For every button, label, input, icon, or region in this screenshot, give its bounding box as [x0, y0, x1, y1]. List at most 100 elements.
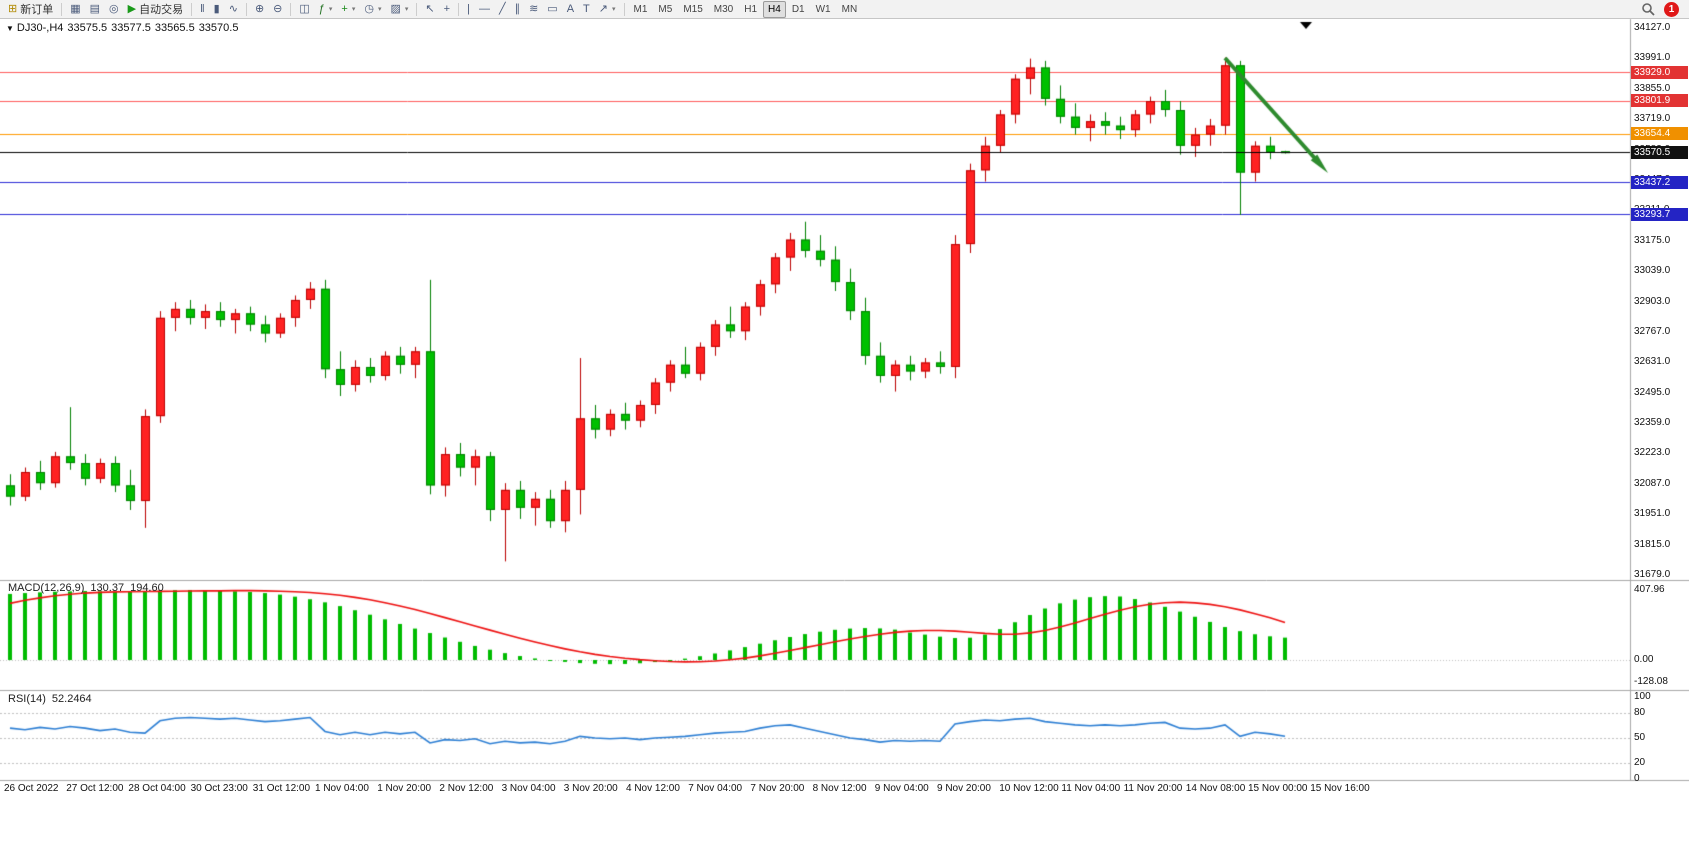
text-button[interactable]: A — [563, 1, 578, 18]
timeframe-m15-button[interactable]: M15 — [683, 3, 703, 15]
timeframe-h4-button[interactable]: H4 — [763, 0, 786, 18]
current-price-tag: 33570.5 — [1631, 145, 1688, 159]
periods-button[interactable]: ◷ ▾ — [360, 1, 385, 18]
search-icon[interactable] — [1641, 2, 1656, 17]
bar-chart-icon: ‖ — [200, 2, 205, 15]
fibonacci-button[interactable]: ≋ — [525, 1, 542, 18]
autotrading-button[interactable]: ▶ 自动交易 — [124, 1, 187, 18]
rsi-value: 52.2464 — [51, 693, 92, 705]
autotrading-button-label: 自动交易 — [139, 4, 184, 16]
time-axis-label: 15 Nov 00:00 — [1248, 783, 1308, 794]
horizontal-line-icon: — — [478, 2, 490, 15]
timeframe-mn-button[interactable]: MN — [841, 3, 858, 15]
arrows-button[interactable]: ↗ ▾ — [595, 1, 620, 18]
chart-symbol-period: DJ30-,H4 — [16, 22, 64, 34]
new-order-button-label: 新订单 — [20, 4, 54, 16]
refresh-button[interactable]: ◎ — [105, 1, 123, 18]
rsi-axis-tick: 50 — [1634, 732, 1646, 743]
time-axis-label: 26 Oct 2022 — [4, 783, 59, 794]
macd-main-value: 130.37 — [90, 582, 125, 594]
timeframe-m5-button[interactable]: M5 — [658, 3, 673, 15]
timeframe-m1-button[interactable]: M1 — [633, 3, 648, 15]
shapes-button[interactable]: ▭ — [543, 1, 561, 18]
dropdown-caret-icon: ▾ — [328, 6, 333, 13]
tile-windows-button[interactable]: ◫ — [295, 1, 313, 18]
bar-chart-button[interactable]: ‖ — [196, 1, 209, 18]
horizontal-line-button[interactable]: — — [475, 1, 494, 18]
chart-close-value: 33570.5 — [198, 22, 239, 34]
profiles-icon: ▤ — [89, 2, 101, 15]
crosshair-button[interactable]: + — [440, 1, 454, 18]
toolbar-right-group: 1 — [1641, 1, 1685, 17]
trendline-button[interactable]: ╱ — [495, 1, 510, 18]
time-axis-label: 15 Nov 16:00 — [1310, 783, 1370, 794]
price-level-tag: 33437.2 — [1631, 175, 1688, 189]
shapes-icon: ▭ — [547, 2, 558, 15]
price-axis-tick: 32767.0 — [1634, 325, 1671, 337]
crosshair-icon: + — [443, 2, 451, 15]
add-indicator-button[interactable]: + ▾ — [337, 1, 359, 18]
dropdown-caret-icon: ▾ — [611, 6, 616, 13]
zoom-in-button[interactable]: ⊕ — [251, 1, 268, 18]
fibonacci-icon: ≋ — [529, 2, 539, 15]
templates-icon: ▨ — [390, 2, 401, 15]
toolbar-separator — [61, 2, 63, 16]
timeframe-d1-button[interactable]: D1 — [791, 3, 805, 15]
line-chart-button[interactable]: ∿ — [225, 1, 242, 18]
price-axis-tick: 32087.0 — [1634, 477, 1671, 489]
rsi-title: RSI(14) — [8, 693, 46, 705]
vertical-line-icon: | — [467, 2, 470, 15]
chart-ohlc-header: ▼ DJ30-,H4 33575.5 33577.5 33565.5 33570.5 — [6, 22, 242, 34]
notification-badge[interactable]: 1 — [1664, 1, 1679, 17]
price-axis-tick: 32495.0 — [1634, 386, 1671, 398]
new-order-button[interactable]: ⊞ 新订单 — [4, 1, 57, 18]
price-axis-tick: 32223.0 — [1634, 447, 1671, 459]
macd-title: MACD(12,26,9) — [8, 582, 85, 594]
templates-button[interactable]: ▨ ▾ — [387, 1, 413, 18]
equidistant-channel-button[interactable]: ∥ — [511, 1, 525, 18]
price-axis-tick: 33991.0 — [1634, 52, 1671, 64]
indicators-button[interactable]: ƒ ▾ — [315, 1, 337, 18]
cursor-button[interactable]: ↖ — [421, 1, 438, 18]
time-axis-label: 9 Nov 20:00 — [937, 783, 991, 794]
price-axis-tick: 31815.0 — [1634, 538, 1671, 550]
toolbar-separator — [191, 2, 193, 16]
chart-collapse-icon[interactable]: ▼ — [6, 24, 14, 33]
time-axis-label: 9 Nov 04:00 — [874, 783, 929, 794]
time-axis-label: 30 Oct 23:00 — [190, 783, 248, 794]
price-axis-tick: 33175.0 — [1634, 234, 1671, 246]
time-axis-label: 1 Nov 20:00 — [377, 783, 432, 794]
new-order-icon: ⊞ — [8, 2, 18, 15]
time-axis-label: 8 Nov 12:00 — [812, 783, 867, 794]
charts-window-button[interactable]: ▦ — [66, 1, 84, 18]
profiles-button[interactable]: ▤ — [86, 1, 104, 18]
trendline-icon: ╱ — [498, 2, 506, 15]
time-axis-label: 10 Nov 12:00 — [999, 783, 1059, 794]
time-axis-label: 31 Oct 12:00 — [252, 783, 311, 794]
timeframe-m30-button[interactable]: M30 — [713, 3, 734, 15]
channel-icon: ∥ — [514, 2, 521, 15]
text-label-button[interactable]: T — [579, 1, 594, 18]
candlestick-chart-button[interactable]: ▮ — [210, 1, 224, 18]
zoom-in-icon: ⊕ — [254, 2, 265, 15]
price-level-tag: 33654.4 — [1631, 127, 1688, 141]
text-label-icon: T — [583, 2, 590, 15]
vertical-line-button[interactable]: | — [463, 1, 474, 18]
price-level-tag: 33929.0 — [1631, 65, 1688, 79]
zoom-out-icon: ⊖ — [273, 2, 283, 15]
timeframe-w1-button[interactable]: W1 — [815, 3, 831, 15]
macd-signal-value: 194.60 — [130, 582, 164, 594]
time-axis-label: 28 Oct 04:00 — [128, 783, 186, 794]
time-axis-label: 11 Nov 04:00 — [1061, 783, 1121, 794]
toolbar-separator — [623, 2, 625, 16]
toolbar-left-group: ⊞ 新订单 ▦ ▤ ◎ ▶ 自动交易 ‖ ▮ ∿ ⊕ ⊖ ◫ ƒ ▾ + ▾ ◷ ▾ ▨ ▾ ↖ + | — ╱ ∥ ≋ ▭ A T ↗ ▾ M1… — [4, 0, 862, 18]
clock-icon: ◷ — [364, 2, 374, 15]
zoom-out-button[interactable]: ⊖ — [269, 1, 286, 18]
chart-high-value: 33577.5 — [111, 22, 151, 34]
chart-window-icon: ▦ — [70, 2, 81, 15]
macd-indicator-label: MACD(12,26,9) 130.37 194.60 — [8, 582, 170, 594]
rsi-indicator-label: RSI(14) 52.2464 — [8, 693, 98, 705]
rsi-axis-tick: 20 — [1634, 756, 1646, 768]
timeframe-h1-button[interactable]: H1 — [744, 3, 758, 15]
